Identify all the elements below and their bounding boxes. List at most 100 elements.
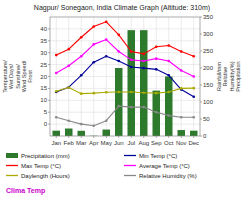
axis-label-line: Frost (27, 70, 33, 83)
tick (200, 102, 202, 103)
tick-label: 30 (40, 50, 47, 56)
marker (155, 92, 158, 95)
legend-label: Min Temp (°C) (139, 153, 177, 159)
marker (80, 36, 83, 39)
tick-label: 20 (40, 74, 47, 80)
tick (56, 136, 57, 138)
marker (80, 74, 83, 77)
grid-line (81, 17, 82, 136)
grid-line (50, 124, 200, 125)
tick (156, 136, 157, 138)
tick (48, 40, 50, 41)
marker (167, 44, 170, 47)
marker (155, 57, 158, 60)
marker (92, 25, 95, 28)
marker (130, 50, 133, 53)
bar (165, 77, 173, 137)
line (56, 22, 194, 57)
bar (128, 30, 136, 136)
marker (130, 106, 133, 109)
marker (80, 55, 83, 58)
tick-label: 0 (203, 133, 207, 139)
grid-line (193, 17, 194, 136)
grid-line (93, 17, 94, 136)
tick-label: 15 (40, 85, 47, 91)
marker (67, 119, 70, 122)
marker (55, 90, 58, 93)
grid (50, 17, 200, 136)
bar (190, 131, 198, 136)
tick-label: Oct (164, 140, 174, 146)
bar (115, 68, 123, 136)
marker (105, 55, 108, 58)
legend-label: Average Temp (°C) (139, 163, 190, 169)
marker (117, 91, 120, 94)
marker (67, 64, 70, 67)
bar (65, 129, 73, 136)
tick-label: Apr (89, 140, 98, 146)
marker (80, 123, 83, 126)
title: Nagpur/ Sonegaon, India Climate Graph (A… (34, 4, 210, 12)
tick-label: 25 (40, 62, 47, 68)
legend: Precipitation (mm)Min Temp (°C)Max Temp … (6, 153, 197, 179)
marker (55, 116, 58, 119)
marker (92, 43, 95, 46)
marker (142, 67, 145, 70)
tick-label: Mar (76, 140, 86, 146)
axis-label-line: Humidity(%) (229, 61, 235, 91)
axes: 0510152025303540050100150200250300350Jan… (40, 14, 213, 146)
marker (67, 86, 70, 89)
axis-label: Temperature/Wet Days/Sunshine/Wind Speed… (2, 60, 33, 93)
line (56, 87, 194, 93)
marker (155, 68, 158, 71)
tick-label: 150 (203, 82, 214, 88)
annotation: Clima Temp (6, 187, 45, 195)
tick (200, 85, 202, 86)
legend-label: Precipitation (mm) (21, 153, 70, 159)
grid-line (50, 28, 200, 29)
tick (48, 76, 50, 77)
grid-line (56, 17, 57, 136)
marker (117, 50, 120, 53)
legend-swatch (124, 155, 136, 156)
tick-label: Sep (151, 140, 162, 146)
bar (53, 131, 61, 136)
marker (92, 125, 95, 128)
axis-label-line: Precipitation (235, 61, 241, 91)
tick (48, 88, 50, 89)
tick (200, 136, 202, 137)
axis-label-line: Rainfall/mm (216, 62, 222, 91)
marker (80, 92, 83, 95)
tick (168, 136, 169, 138)
line (56, 56, 194, 96)
tick-label: Nov (176, 140, 187, 146)
marker (155, 45, 158, 48)
marker (167, 74, 170, 77)
marker (55, 54, 58, 57)
tick (48, 64, 50, 65)
tick-label: 300 (203, 31, 214, 37)
marker (142, 106, 145, 109)
tick (200, 119, 202, 120)
tick-label: May (101, 140, 112, 146)
tick (48, 28, 50, 29)
tick-label: Jul (127, 140, 135, 146)
grid-line (50, 100, 200, 101)
grid-line (68, 17, 69, 136)
legend-swatch (6, 165, 18, 166)
marker (167, 114, 170, 117)
tick (181, 136, 182, 138)
tick (200, 34, 202, 35)
tick-label: 10 (40, 97, 47, 103)
tick-label: Jan (51, 140, 61, 146)
tick-label: Aug (138, 140, 149, 146)
marker (142, 60, 145, 63)
grid-line (50, 112, 200, 113)
grid-line (106, 17, 107, 136)
axis-label-line: Relative (222, 67, 228, 87)
grid-line (50, 76, 200, 77)
marker (92, 92, 95, 95)
tick-label: Jun (114, 140, 124, 146)
marker (105, 91, 108, 94)
tick (200, 51, 202, 52)
